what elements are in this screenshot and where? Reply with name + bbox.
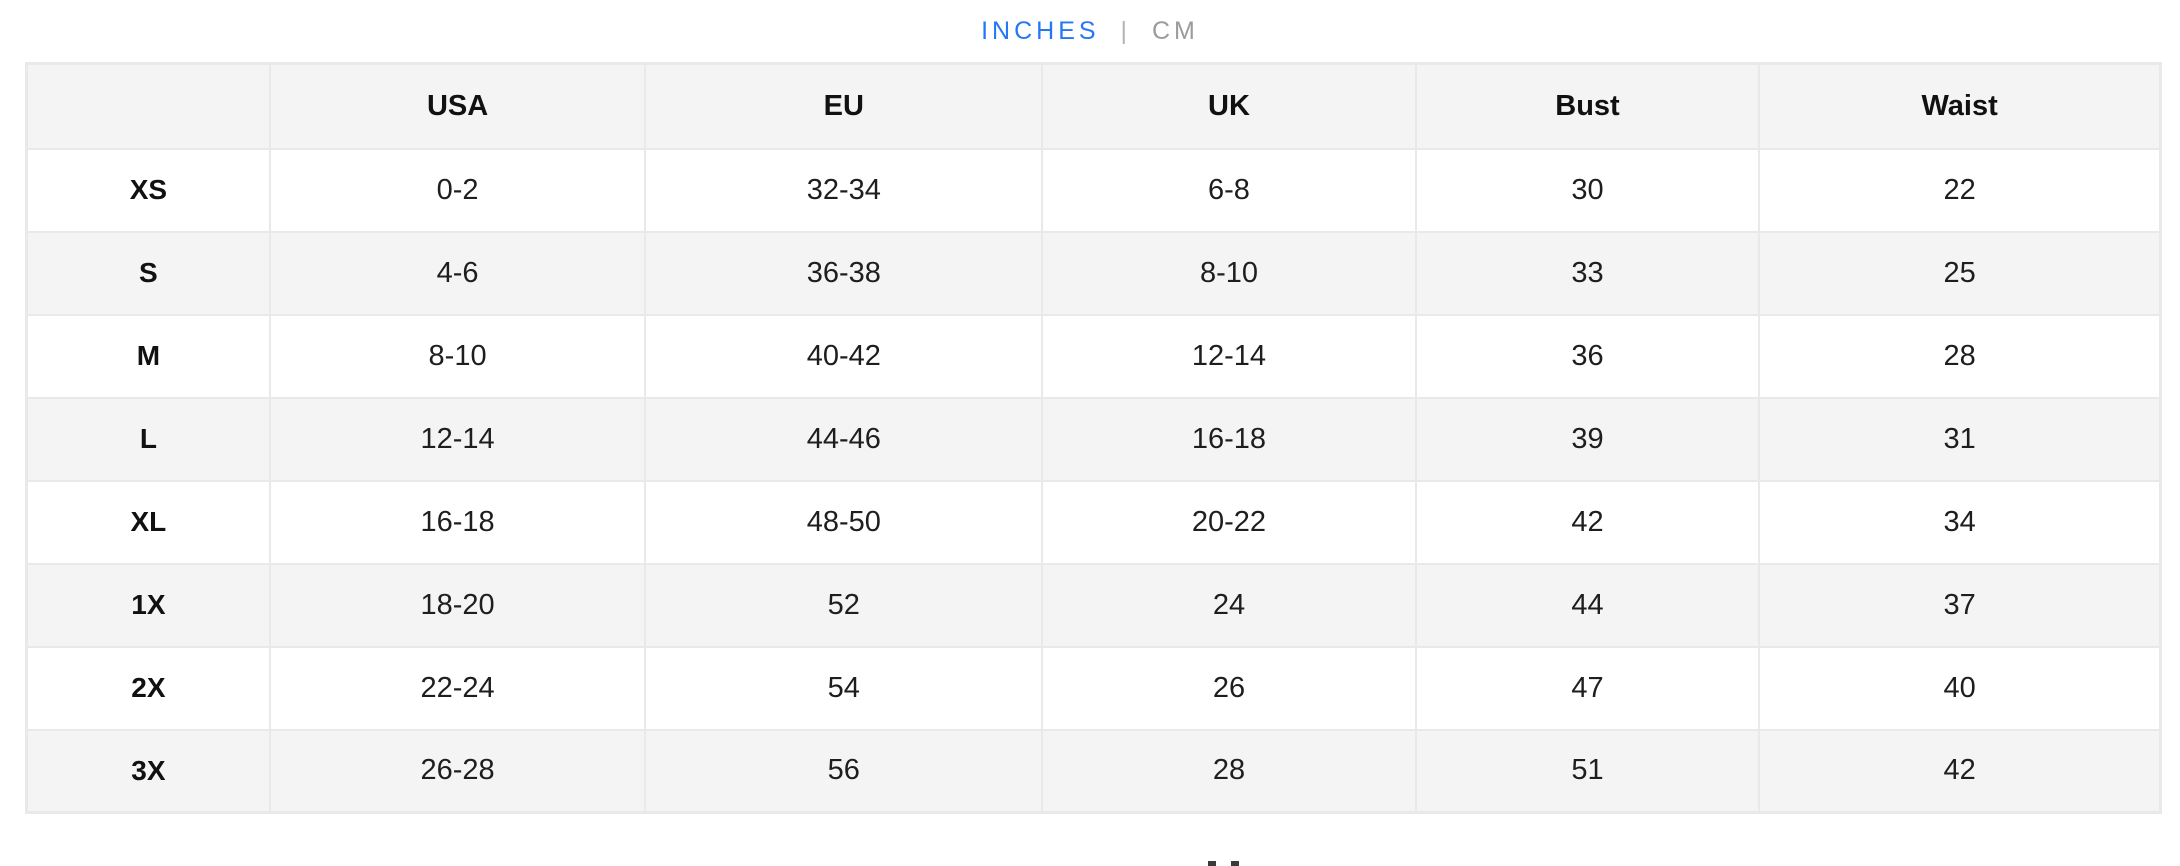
table-cell: 26 xyxy=(1041,645,1417,731)
column-header: EU xyxy=(644,62,1044,150)
table-cell: 25 xyxy=(1758,230,2162,316)
table-row: 3X 26-28 56 28 51 42 xyxy=(25,728,2162,814)
table-cell: 8-10 xyxy=(1041,230,1417,316)
table-row: XS 0-2 32-34 6-8 30 22 xyxy=(25,147,2162,233)
table-cell: 30 xyxy=(1414,147,1761,233)
table-cell: 26-28 xyxy=(268,728,647,814)
clipped-text-fragment xyxy=(1231,861,1239,866)
table-row: M 8-10 40-42 12-14 36 28 xyxy=(25,313,2162,399)
table-cell: 36 xyxy=(1414,313,1761,399)
header-row: USA EU UK Bust Waist xyxy=(25,62,2162,150)
table-cell: 42 xyxy=(1414,479,1761,565)
size-label-cell: 2X xyxy=(25,645,271,731)
table-cell: 16-18 xyxy=(268,479,647,565)
table-cell: 8-10 xyxy=(268,313,647,399)
table-cell: 22-24 xyxy=(268,645,647,731)
table-cell: 20-22 xyxy=(1041,479,1417,565)
column-header: USA xyxy=(268,62,647,150)
column-header: UK xyxy=(1041,62,1417,150)
size-chart-header: USA EU UK Bust Waist xyxy=(25,62,2162,150)
table-cell: 36-38 xyxy=(644,230,1044,316)
unit-toggle-inches[interactable]: INCHES xyxy=(981,17,1100,45)
table-cell: 40 xyxy=(1758,645,2162,731)
table-cell: 18-20 xyxy=(268,562,647,648)
table-cell: 51 xyxy=(1414,728,1761,814)
size-label-cell: S xyxy=(25,230,271,316)
size-label-cell: 1X xyxy=(25,562,271,648)
table-cell: 28 xyxy=(1758,313,2162,399)
table-cell: 37 xyxy=(1758,562,2162,648)
table-cell: 12-14 xyxy=(1041,313,1417,399)
table-cell: 28 xyxy=(1041,728,1417,814)
table-cell: 40-42 xyxy=(644,313,1044,399)
size-label-cell: M xyxy=(25,313,271,399)
table-cell: 12-14 xyxy=(268,396,647,482)
size-label-cell: L xyxy=(25,396,271,482)
table-row: XL 16-18 48-50 20-22 42 34 xyxy=(25,479,2162,565)
clipped-text-fragment xyxy=(1208,861,1216,866)
table-cell: 32-34 xyxy=(644,147,1044,233)
unit-toggle-cm[interactable]: CM xyxy=(1151,17,1199,45)
table-cell: 0-2 xyxy=(268,147,647,233)
table-cell: 48-50 xyxy=(644,479,1044,565)
table-cell: 47 xyxy=(1414,645,1761,731)
table-cell: 54 xyxy=(644,645,1044,731)
table-cell: 39 xyxy=(1414,396,1761,482)
table-cell: 31 xyxy=(1758,396,2162,482)
column-header: Waist xyxy=(1758,62,2162,150)
column-header: Bust xyxy=(1414,62,1761,150)
table-cell: 52 xyxy=(644,562,1044,648)
table-cell: 34 xyxy=(1758,479,2162,565)
unit-toggle: INCHES | CM xyxy=(0,0,2180,46)
table-row: 2X 22-24 54 26 47 40 xyxy=(25,645,2162,731)
size-label-cell: 3X xyxy=(25,728,271,814)
unit-toggle-separator: | xyxy=(1120,17,1128,45)
table-cell: 33 xyxy=(1414,230,1761,316)
table-cell: 6-8 xyxy=(1041,147,1417,233)
size-chart-body: XS 0-2 32-34 6-8 30 22 S 4-6 36-38 8-10 33 25 M 8-10 4… xyxy=(25,147,2162,814)
table-cell: 24 xyxy=(1041,562,1417,648)
table-cell: 22 xyxy=(1758,147,2162,233)
table-cell: 56 xyxy=(644,728,1044,814)
size-label-cell: XS xyxy=(25,147,271,233)
table-row: L 12-14 44-46 16-18 39 31 xyxy=(25,396,2162,482)
size-chart-table: USA EU UK Bust Waist XS 0-2 32-34 6-8 30 22 S 4-6 36… xyxy=(25,62,2162,814)
table-row: S 4-6 36-38 8-10 33 25 xyxy=(25,230,2162,316)
table-cell: 16-18 xyxy=(1041,396,1417,482)
table-cell: 44-46 xyxy=(644,396,1044,482)
table-cell: 4-6 xyxy=(268,230,647,316)
table-cell: 44 xyxy=(1414,562,1761,648)
table-row: 1X 18-20 52 24 44 37 xyxy=(25,562,2162,648)
corner-header-cell xyxy=(25,62,271,150)
size-label-cell: XL xyxy=(25,479,271,565)
table-cell: 42 xyxy=(1758,728,2162,814)
